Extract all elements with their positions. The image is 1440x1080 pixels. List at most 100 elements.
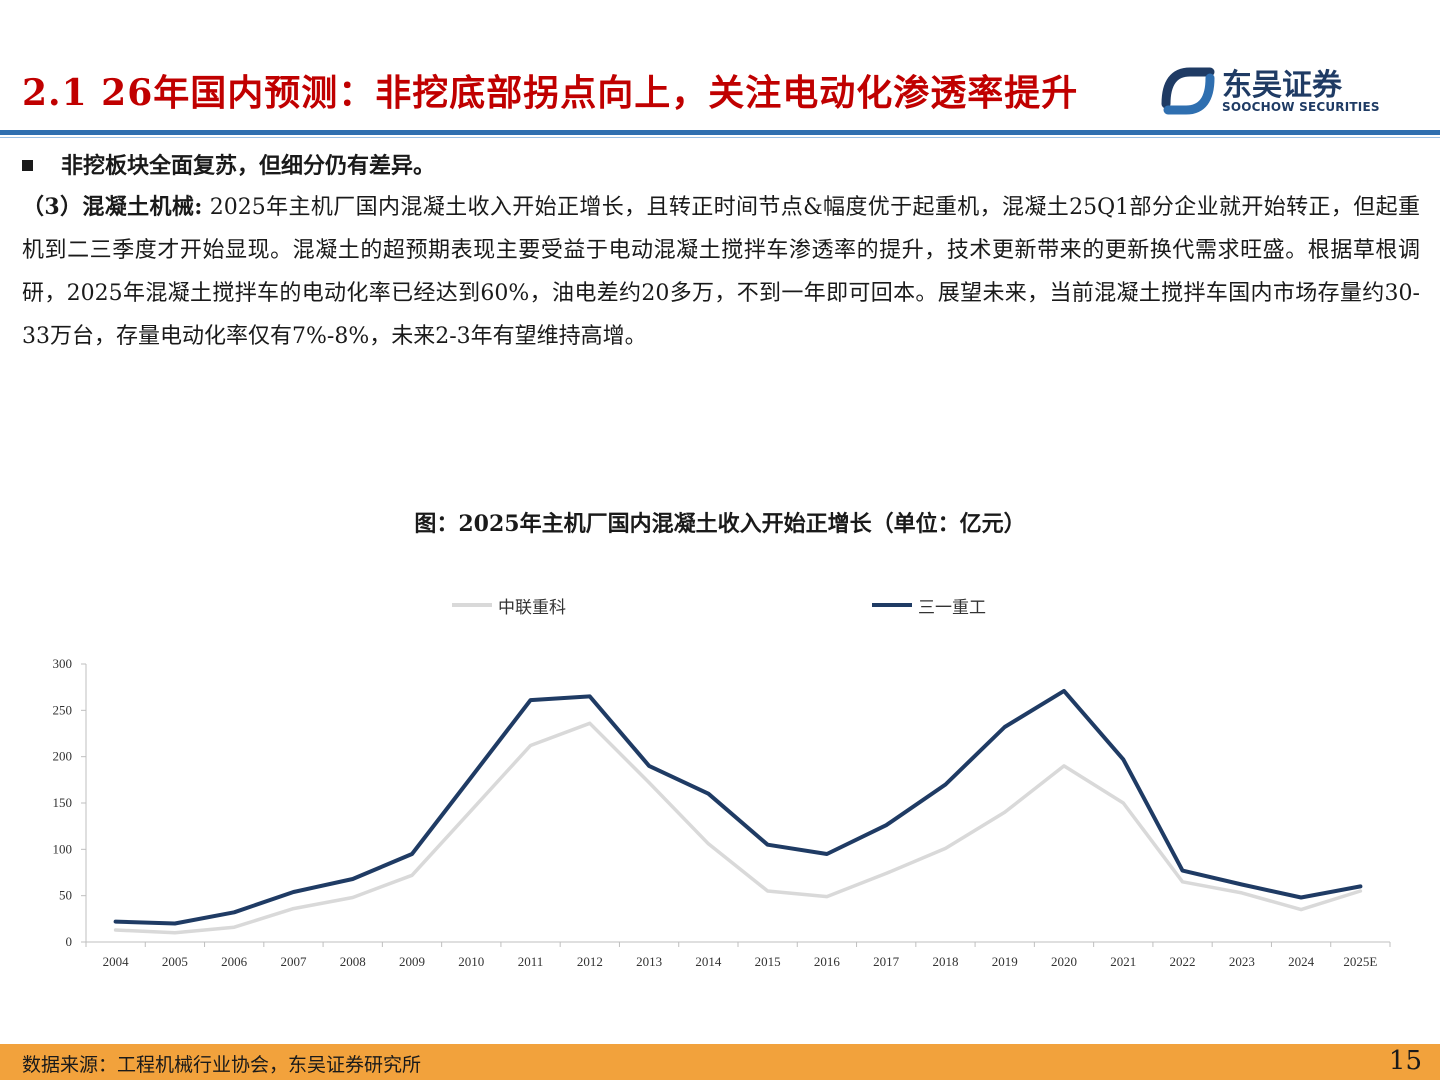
data-point-sany — [232, 910, 236, 914]
body-paragraph: （3）混凝土机械: 2025年主机厂国内混凝土收入开始正增长，且转正时间节点&幅… — [22, 186, 1420, 358]
x-tick-label: 2023 — [1229, 954, 1255, 969]
y-tick-label: 200 — [53, 749, 73, 764]
data-point-sany — [1240, 883, 1244, 887]
data-point-zoomlion — [1121, 801, 1125, 805]
x-tick-label: 2006 — [221, 954, 248, 969]
data-point-zoomlion — [291, 907, 295, 911]
data-point-sany — [1062, 689, 1066, 693]
y-tick-label: 100 — [53, 841, 73, 856]
page-title: 2.1 26年国内预测：非挖底部拐点向上，关注电动化渗透率提升 — [22, 72, 1079, 114]
x-tick-label: 2007 — [280, 954, 307, 969]
legend-swatch-zoomlion — [452, 603, 492, 607]
data-point-sany — [173, 921, 177, 925]
logo-chinese-name: 东吴证券 — [1222, 68, 1342, 103]
x-tick-label: 2024 — [1288, 954, 1315, 969]
x-tick-label: 2011 — [518, 954, 544, 969]
data-point-sany — [884, 823, 888, 827]
y-tick-label: 250 — [53, 702, 73, 717]
x-tick-label: 2021 — [1110, 954, 1136, 969]
data-point-zoomlion — [884, 871, 888, 875]
data-point-sany — [1299, 896, 1303, 900]
x-tick-label: 2017 — [873, 954, 900, 969]
x-tick-label: 2020 — [1051, 954, 1077, 969]
bullet-text: 非挖板块全面复苏，但细分仍有差异。 — [61, 153, 436, 179]
logo-english-name: SOOCHOW SECURITIES — [1222, 100, 1380, 114]
header-divider — [0, 130, 1440, 135]
company-logo: 东吴证券 SOOCHOW SECURITIES — [1160, 64, 1380, 120]
data-point-sany — [706, 792, 710, 796]
page-number: 15 — [1388, 1046, 1422, 1076]
x-tick-label: 2008 — [340, 954, 366, 969]
soochow-logo-icon — [1161, 67, 1215, 115]
data-point-zoomlion — [469, 808, 473, 812]
x-tick-label: 2022 — [1170, 954, 1196, 969]
series-line-zoomlion — [113, 721, 1363, 935]
data-point-zoomlion — [1358, 889, 1362, 893]
x-tick-label: 2016 — [814, 954, 841, 969]
legend-item-zoomlion: 中联重科 — [452, 592, 566, 618]
data-point-zoomlion — [1062, 764, 1066, 768]
x-tick-label: 2025E — [1343, 954, 1377, 969]
data-point-sany — [529, 698, 533, 702]
header-divider-thin — [0, 137, 1440, 138]
data-point-zoomlion — [114, 928, 118, 932]
legend-swatch-sany — [872, 603, 912, 607]
data-point-zoomlion — [529, 744, 533, 748]
data-point-sany — [469, 775, 473, 779]
y-tick-label: 0 — [66, 934, 73, 949]
data-point-zoomlion — [173, 931, 177, 935]
data-point-sany — [825, 852, 829, 856]
data-point-sany — [114, 920, 118, 924]
paragraph-body: 2025年主机厂国内混凝土收入开始正增长，且转正时间节点&幅度优于起重机，混凝土… — [22, 195, 1420, 349]
legend-label-sany: 三一重工 — [918, 597, 986, 618]
data-point-sany — [351, 877, 355, 881]
data-source: 数据来源：工程机械行业协会，东吴证券研究所 — [22, 1054, 422, 1076]
data-point-sany — [410, 852, 414, 856]
x-tick-label: 2015 — [755, 954, 781, 969]
section-bullet: 非挖板块全面复苏，但细分仍有差异。 — [22, 148, 435, 180]
line-chart: 0 50 100 150 200 250 300 2004 2005 2006 2007 2008 20… — [53, 656, 1391, 969]
data-point-zoomlion — [825, 895, 829, 899]
data-point-zoomlion — [232, 925, 236, 929]
chart-title: 图：2025年主机厂国内混凝土收入开始正增长（单位：亿元） — [414, 511, 1026, 537]
data-point-sany — [943, 782, 947, 786]
x-tick-label: 2014 — [695, 954, 722, 969]
data-point-zoomlion — [1181, 880, 1185, 884]
data-point-sany — [1003, 725, 1007, 729]
data-point-zoomlion — [1299, 908, 1303, 912]
data-point-sany — [766, 843, 770, 847]
data-point-zoomlion — [766, 889, 770, 893]
data-point-zoomlion — [647, 781, 651, 785]
series-line-sany — [113, 688, 1363, 926]
data-point-sany — [647, 764, 651, 768]
legend-label-zoomlion: 中联重科 — [498, 597, 566, 618]
chart-legend: 中联重科 三一重工 — [0, 592, 1440, 618]
data-point-zoomlion — [410, 873, 414, 877]
data-point-sany — [1121, 757, 1125, 761]
data-point-zoomlion — [706, 842, 710, 846]
paragraph-lead: （3）混凝土机械: — [22, 194, 203, 220]
data-point-zoomlion — [1003, 810, 1007, 814]
x-tick-label: 2010 — [458, 954, 484, 969]
y-tick-label: 50 — [59, 888, 72, 903]
data-point-sany — [291, 890, 295, 894]
data-point-zoomlion — [351, 896, 355, 900]
x-tick-label: 2013 — [636, 954, 662, 969]
square-bullet-icon — [22, 159, 33, 171]
footer-bar: 数据来源：工程机械行业协会，东吴证券研究所 15 — [0, 1044, 1440, 1080]
y-tick-label: 150 — [53, 795, 73, 810]
data-point-sany — [1181, 869, 1185, 873]
data-point-sany — [1358, 884, 1362, 888]
x-tick-label: 2019 — [992, 954, 1018, 969]
x-tick-label: 2005 — [162, 954, 188, 969]
y-tick-label: 300 — [53, 656, 73, 671]
data-point-zoomlion — [588, 721, 592, 725]
x-tick-label: 2004 — [103, 954, 130, 969]
data-point-sany — [588, 694, 592, 698]
data-point-zoomlion — [1240, 891, 1244, 895]
data-point-zoomlion — [943, 846, 947, 850]
legend-item-sany: 三一重工 — [872, 592, 986, 618]
x-tick-label: 2009 — [399, 954, 425, 969]
x-tick-label: 2012 — [577, 954, 603, 969]
x-tick-label: 2018 — [932, 954, 958, 969]
